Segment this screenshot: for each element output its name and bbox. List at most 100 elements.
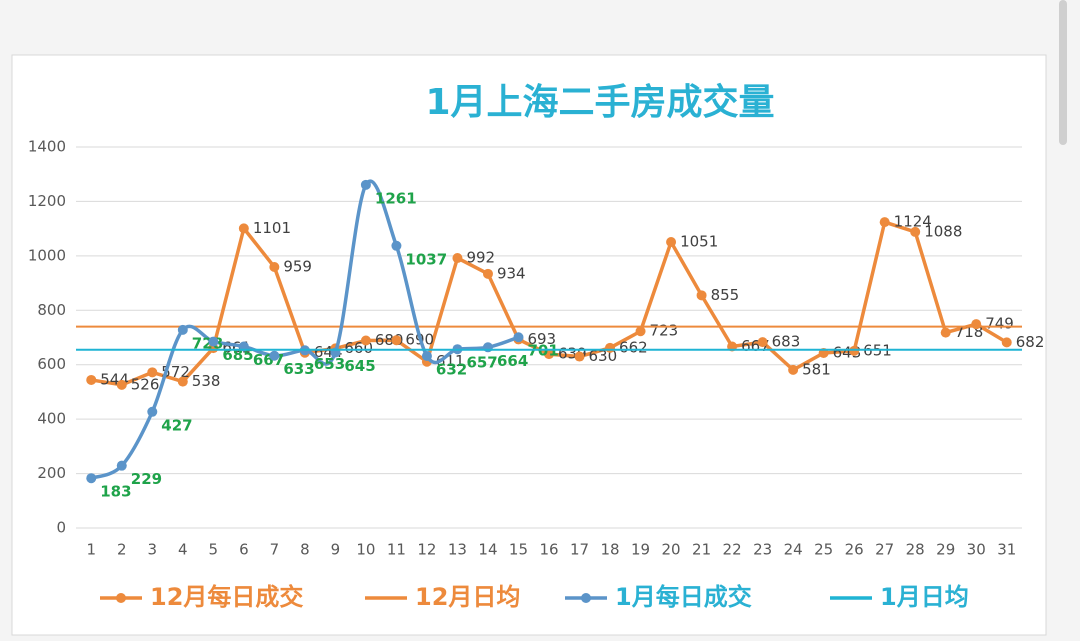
x-tick-label: 24 [784, 541, 803, 559]
x-tick-label: 29 [936, 541, 955, 559]
y-tick-label: 0 [56, 519, 66, 537]
data-label: 664 [497, 352, 528, 370]
data-point [147, 367, 158, 378]
x-tick-label: 7 [270, 541, 280, 559]
data-point [849, 345, 860, 356]
data-point [421, 351, 432, 362]
data-point [86, 374, 97, 385]
x-tick-label: 26 [845, 541, 864, 559]
data-label: 959 [283, 258, 312, 276]
data-label: 723 [650, 322, 679, 340]
legend-label: 12月日均 [415, 583, 520, 611]
data-label: 992 [466, 249, 495, 267]
x-tick-label: 5 [209, 541, 219, 559]
y-tick-label: 1000 [28, 246, 66, 264]
chart-title: 1月上海二手房成交量 [425, 81, 774, 123]
x-tick-label: 14 [478, 541, 497, 559]
x-tick-label: 2 [117, 541, 127, 559]
data-label: 1124 [894, 213, 932, 231]
data-point [788, 364, 799, 375]
x-tick-label: 31 [997, 541, 1016, 559]
data-point [971, 319, 982, 330]
x-tick-label: 27 [875, 541, 894, 559]
x-tick-label: 9 [331, 541, 341, 559]
legend-marker [581, 593, 591, 603]
data-label: 633 [283, 360, 314, 378]
data-label: 526 [131, 375, 160, 393]
x-tick-label: 25 [814, 541, 833, 559]
data-point [391, 335, 402, 346]
data-label: 183 [100, 483, 131, 501]
data-label: 1261 [375, 189, 417, 207]
data-label: 1088 [924, 222, 962, 240]
y-tick-label: 400 [37, 410, 66, 428]
data-point [360, 335, 371, 346]
data-point [666, 236, 677, 247]
x-tick-label: 10 [356, 541, 375, 559]
data-label: 667 [253, 351, 284, 369]
data-point [940, 327, 951, 338]
data-point [238, 223, 249, 234]
series-line [90, 179, 520, 480]
data-point [452, 253, 463, 264]
data-point [147, 406, 158, 417]
data-point [574, 351, 585, 362]
data-point [879, 217, 890, 228]
y-tick-label: 800 [37, 301, 66, 319]
x-tick-label: 21 [692, 541, 711, 559]
data-label: 657 [466, 354, 497, 372]
data-label: 683 [772, 333, 801, 351]
data-point [482, 268, 493, 279]
data-label: 1101 [253, 219, 291, 237]
data-label: 693 [527, 330, 556, 348]
data-point [116, 460, 127, 471]
data-point [269, 262, 280, 273]
data-point [696, 290, 707, 301]
x-tick-label: 18 [600, 541, 619, 559]
data-label: 682 [1016, 333, 1045, 351]
y-tick-label: 1400 [28, 138, 66, 156]
data-label: 645 [344, 357, 375, 375]
data-label: 538 [192, 372, 221, 390]
data-label: 1051 [680, 232, 718, 250]
x-tick-label: 3 [148, 541, 158, 559]
data-point [177, 324, 188, 335]
data-label: 855 [711, 286, 740, 304]
x-tick-label: 11 [387, 541, 406, 559]
x-tick-label: 15 [509, 541, 528, 559]
legend-label: 1月每日成交 [615, 583, 752, 611]
data-point [177, 376, 188, 387]
x-tick-label: 22 [723, 541, 742, 559]
data-point [1001, 337, 1012, 348]
data-label: 427 [161, 416, 192, 434]
data-label: 662 [619, 338, 648, 356]
data-point [391, 240, 402, 251]
data-point [482, 342, 493, 353]
legend-label: 12月每日成交 [150, 583, 303, 611]
data-label: 749 [985, 315, 1014, 333]
scrollbar[interactable] [1059, 0, 1067, 145]
data-point [544, 349, 554, 360]
x-tick-label: 4 [178, 541, 188, 559]
x-tick-label: 6 [239, 541, 249, 559]
y-tick-label: 200 [37, 464, 66, 482]
x-tick-label: 23 [753, 541, 772, 559]
data-point [86, 473, 97, 484]
data-label: 229 [131, 470, 162, 488]
data-label: 934 [497, 264, 526, 282]
data-point [757, 337, 768, 348]
x-tick-label: 16 [539, 541, 558, 559]
x-tick-label: 8 [300, 541, 310, 559]
y-tick-label: 600 [37, 355, 66, 373]
x-tick-label: 13 [448, 541, 467, 559]
data-point [635, 326, 646, 337]
x-tick-label: 1 [86, 541, 96, 559]
data-label: 1037 [405, 250, 447, 268]
legend-marker [116, 593, 126, 603]
data-point [208, 336, 219, 347]
data-point [513, 332, 524, 343]
data-point [910, 226, 921, 237]
data-label: 653 [314, 355, 345, 373]
